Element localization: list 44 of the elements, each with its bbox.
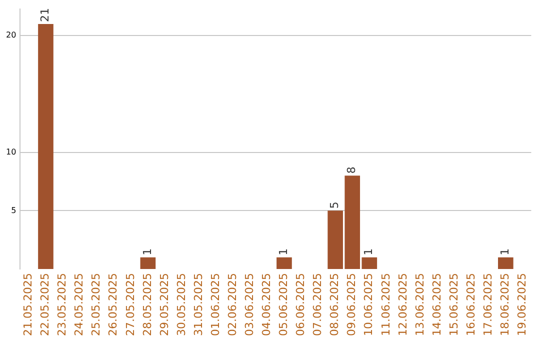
x-tick-label: 28.05.2025 [140, 273, 154, 336]
x-tick-label: 05.06.2025 [277, 273, 290, 336]
y-tick-label: 5 [11, 206, 16, 215]
x-tick-label: 16.06.2025 [464, 273, 478, 336]
x-tick-label: 03.06.2025 [243, 273, 256, 336]
data-label: 1 [362, 248, 376, 256]
x-tick-label: 29.05.2025 [158, 273, 171, 336]
x-tick-label: 22.05.2025 [38, 273, 52, 336]
x-tick-label: 17.06.2025 [481, 273, 494, 336]
x-tick-label: 08.06.2025 [328, 273, 342, 336]
x-tick-label: 13.06.2025 [413, 273, 426, 336]
data-label: 21 [38, 8, 52, 22]
x-tick-label: 26.05.2025 [106, 273, 120, 336]
x-tick-label: 12.06.2025 [396, 273, 410, 336]
x-tick-label: 31.05.2025 [192, 273, 205, 336]
x-tick-label: 10.06.2025 [362, 273, 376, 336]
x-tick-label: 11.06.2025 [379, 273, 392, 336]
x-tick-label: 14.06.2025 [430, 273, 444, 336]
bar [498, 257, 514, 270]
x-tick-label: 06.06.2025 [294, 273, 308, 336]
x-tick-label: 09.06.2025 [345, 273, 358, 336]
x-tick-label: 02.06.2025 [226, 273, 239, 336]
data-label: 1 [277, 248, 290, 256]
x-tick-label: 01.06.2025 [208, 273, 222, 336]
bar [276, 257, 292, 270]
x-tick-label: 24.05.2025 [72, 273, 86, 336]
data-label: 8 [345, 166, 358, 174]
bar [38, 24, 54, 270]
y-tick-label: 20 [6, 30, 16, 40]
data-label: 5 [328, 202, 342, 209]
y-tick-label: 10 [6, 147, 16, 156]
x-tick-label: 04.06.2025 [260, 273, 274, 336]
bar [140, 257, 156, 270]
x-tick-label: 07.06.2025 [311, 273, 324, 336]
x-tick-label: 25.05.2025 [90, 273, 103, 336]
data-label: 1 [498, 248, 512, 256]
x-tick-label: 19.06.2025 [516, 273, 529, 336]
x-tick-label: 21.05.2025 [22, 273, 35, 336]
x-tick-label: 15.06.2025 [447, 273, 460, 336]
x-tick-label: 27.05.2025 [124, 273, 137, 336]
data-label: 1 [140, 248, 154, 256]
x-tick-label: 18.06.2025 [498, 273, 512, 336]
x-tick-label: 30.05.2025 [174, 273, 188, 336]
x-tick-label: 23.05.2025 [56, 273, 69, 336]
